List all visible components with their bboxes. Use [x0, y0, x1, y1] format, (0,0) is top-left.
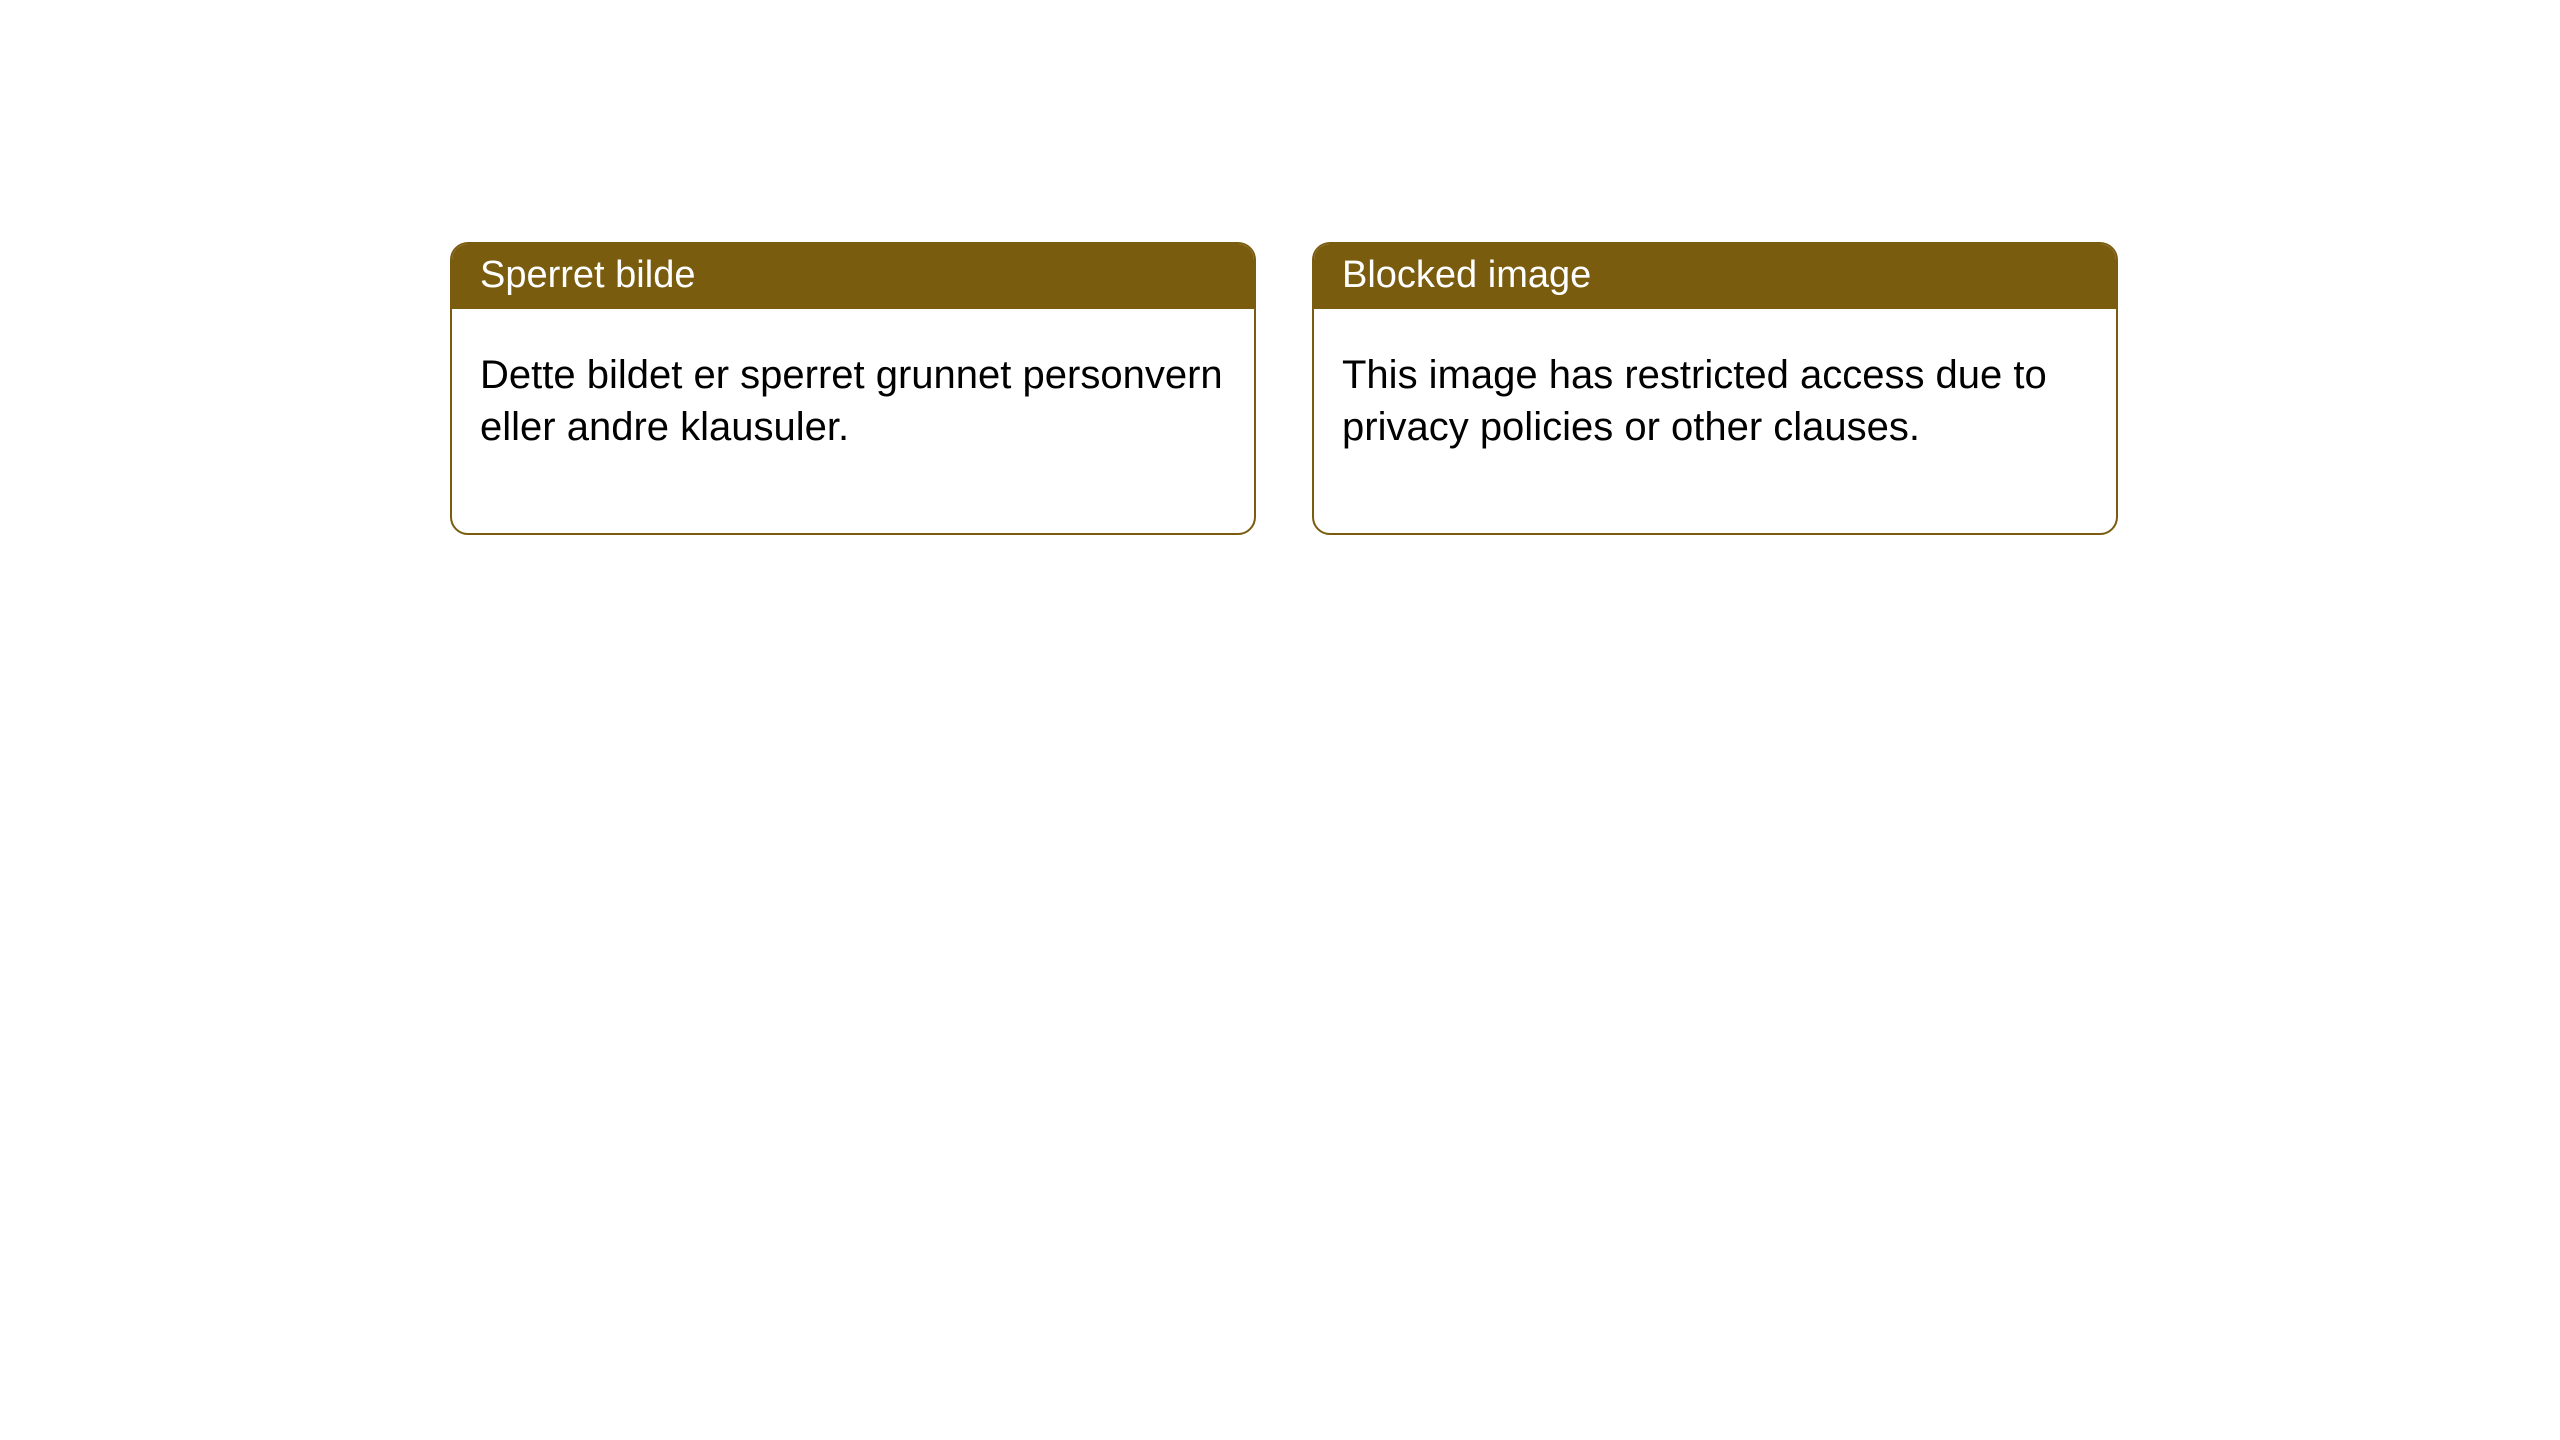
notice-card-body: Dette bildet er sperret grunnet personve…	[452, 309, 1254, 533]
notice-card-english: Blocked image This image has restricted …	[1312, 242, 2118, 535]
notice-card-text: This image has restricted access due to …	[1342, 353, 2047, 449]
notice-card-norwegian: Sperret bilde Dette bildet er sperret gr…	[450, 242, 1256, 535]
notice-card-body: This image has restricted access due to …	[1314, 309, 2116, 533]
notice-card-title: Blocked image	[1342, 254, 1591, 296]
notice-card-title: Sperret bilde	[480, 254, 695, 296]
notice-card-text: Dette bildet er sperret grunnet personve…	[480, 353, 1223, 449]
notice-card-header: Sperret bilde	[452, 244, 1254, 309]
notice-card-header: Blocked image	[1314, 244, 2116, 309]
notice-cards-container: Sperret bilde Dette bildet er sperret gr…	[0, 0, 2560, 535]
